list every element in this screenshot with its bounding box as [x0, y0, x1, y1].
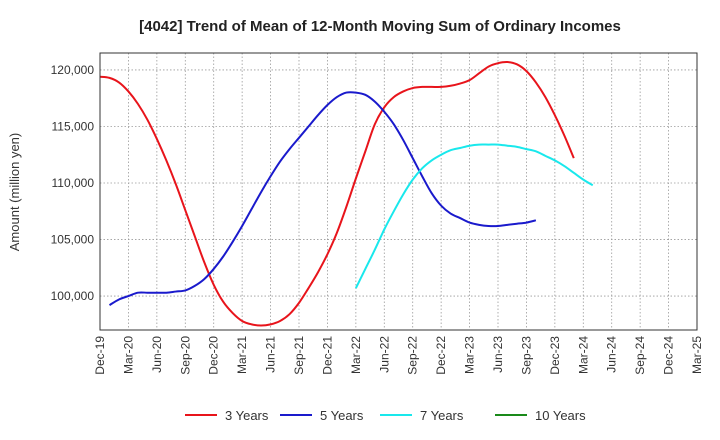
- x-tick-label: Dec-19: [93, 336, 107, 375]
- x-tick-label: Dec-23: [548, 336, 562, 375]
- y-axis-label: Amount (million yen): [7, 133, 22, 252]
- y-tick-label: 105,000: [51, 233, 95, 247]
- y-tick-label: 100,000: [51, 289, 95, 303]
- x-tick-label: Mar-25: [690, 336, 704, 374]
- legend-label-3-years: 3 Years: [225, 408, 269, 423]
- x-tick-label: Sep-23: [519, 336, 533, 375]
- chart-title: [4042] Trend of Mean of 12-Month Moving …: [139, 18, 621, 35]
- x-tick-label: Mar-23: [463, 336, 477, 374]
- y-tick-label: 110,000: [52, 176, 95, 190]
- legend-label-5-years: 5 Years: [320, 408, 364, 423]
- y-tick-label: 115,000: [52, 119, 95, 133]
- x-tick-labels: Dec-19 Mar-20 Jun-20 Sep-20 Dec-20 Mar-21 Jun-…: [93, 336, 704, 375]
- x-tick-label: Sep-22: [406, 336, 420, 375]
- x-tick-label: Mar-20: [121, 336, 135, 374]
- legend-label-7-years: 7 Years: [420, 408, 464, 423]
- plot-frame: [99, 52, 698, 331]
- x-tick-label: Sep-20: [178, 336, 192, 375]
- y-tick-label: 120,000: [51, 63, 95, 77]
- x-tick-label: Jun-24: [605, 336, 619, 373]
- series-line-5-years: [108, 91, 537, 306]
- x-tick-label: Dec-21: [320, 336, 334, 375]
- y-tick-labels: 100,000 105,000 110,000 115,000 120,000: [51, 63, 95, 303]
- x-tick-label: Mar-21: [235, 336, 249, 374]
- x-tick-label: Jun-20: [150, 336, 164, 373]
- series-line-7-years: [354, 143, 594, 289]
- x-tick-label: Sep-21: [292, 336, 306, 375]
- x-tick-label: Jun-23: [491, 336, 505, 373]
- x-tick-label: Mar-24: [576, 336, 590, 374]
- x-tick-label: Dec-20: [207, 336, 221, 375]
- x-tick-label: Jun-22: [377, 336, 391, 373]
- x-tick-label: Mar-22: [349, 336, 363, 374]
- x-tick-label: Dec-24: [662, 336, 676, 375]
- x-tick-label: Dec-22: [434, 336, 448, 375]
- grid: [99, 53, 698, 330]
- series-group: [99, 61, 594, 327]
- series-line-3-years: [99, 61, 575, 327]
- x-tick-label: Jun-21: [264, 336, 278, 373]
- x-tick-label: Sep-24: [633, 336, 647, 375]
- legend-label-10-years: 10 Years: [535, 408, 586, 423]
- legend: 3 Years 5 Years 7 Years 10 Years: [185, 408, 586, 423]
